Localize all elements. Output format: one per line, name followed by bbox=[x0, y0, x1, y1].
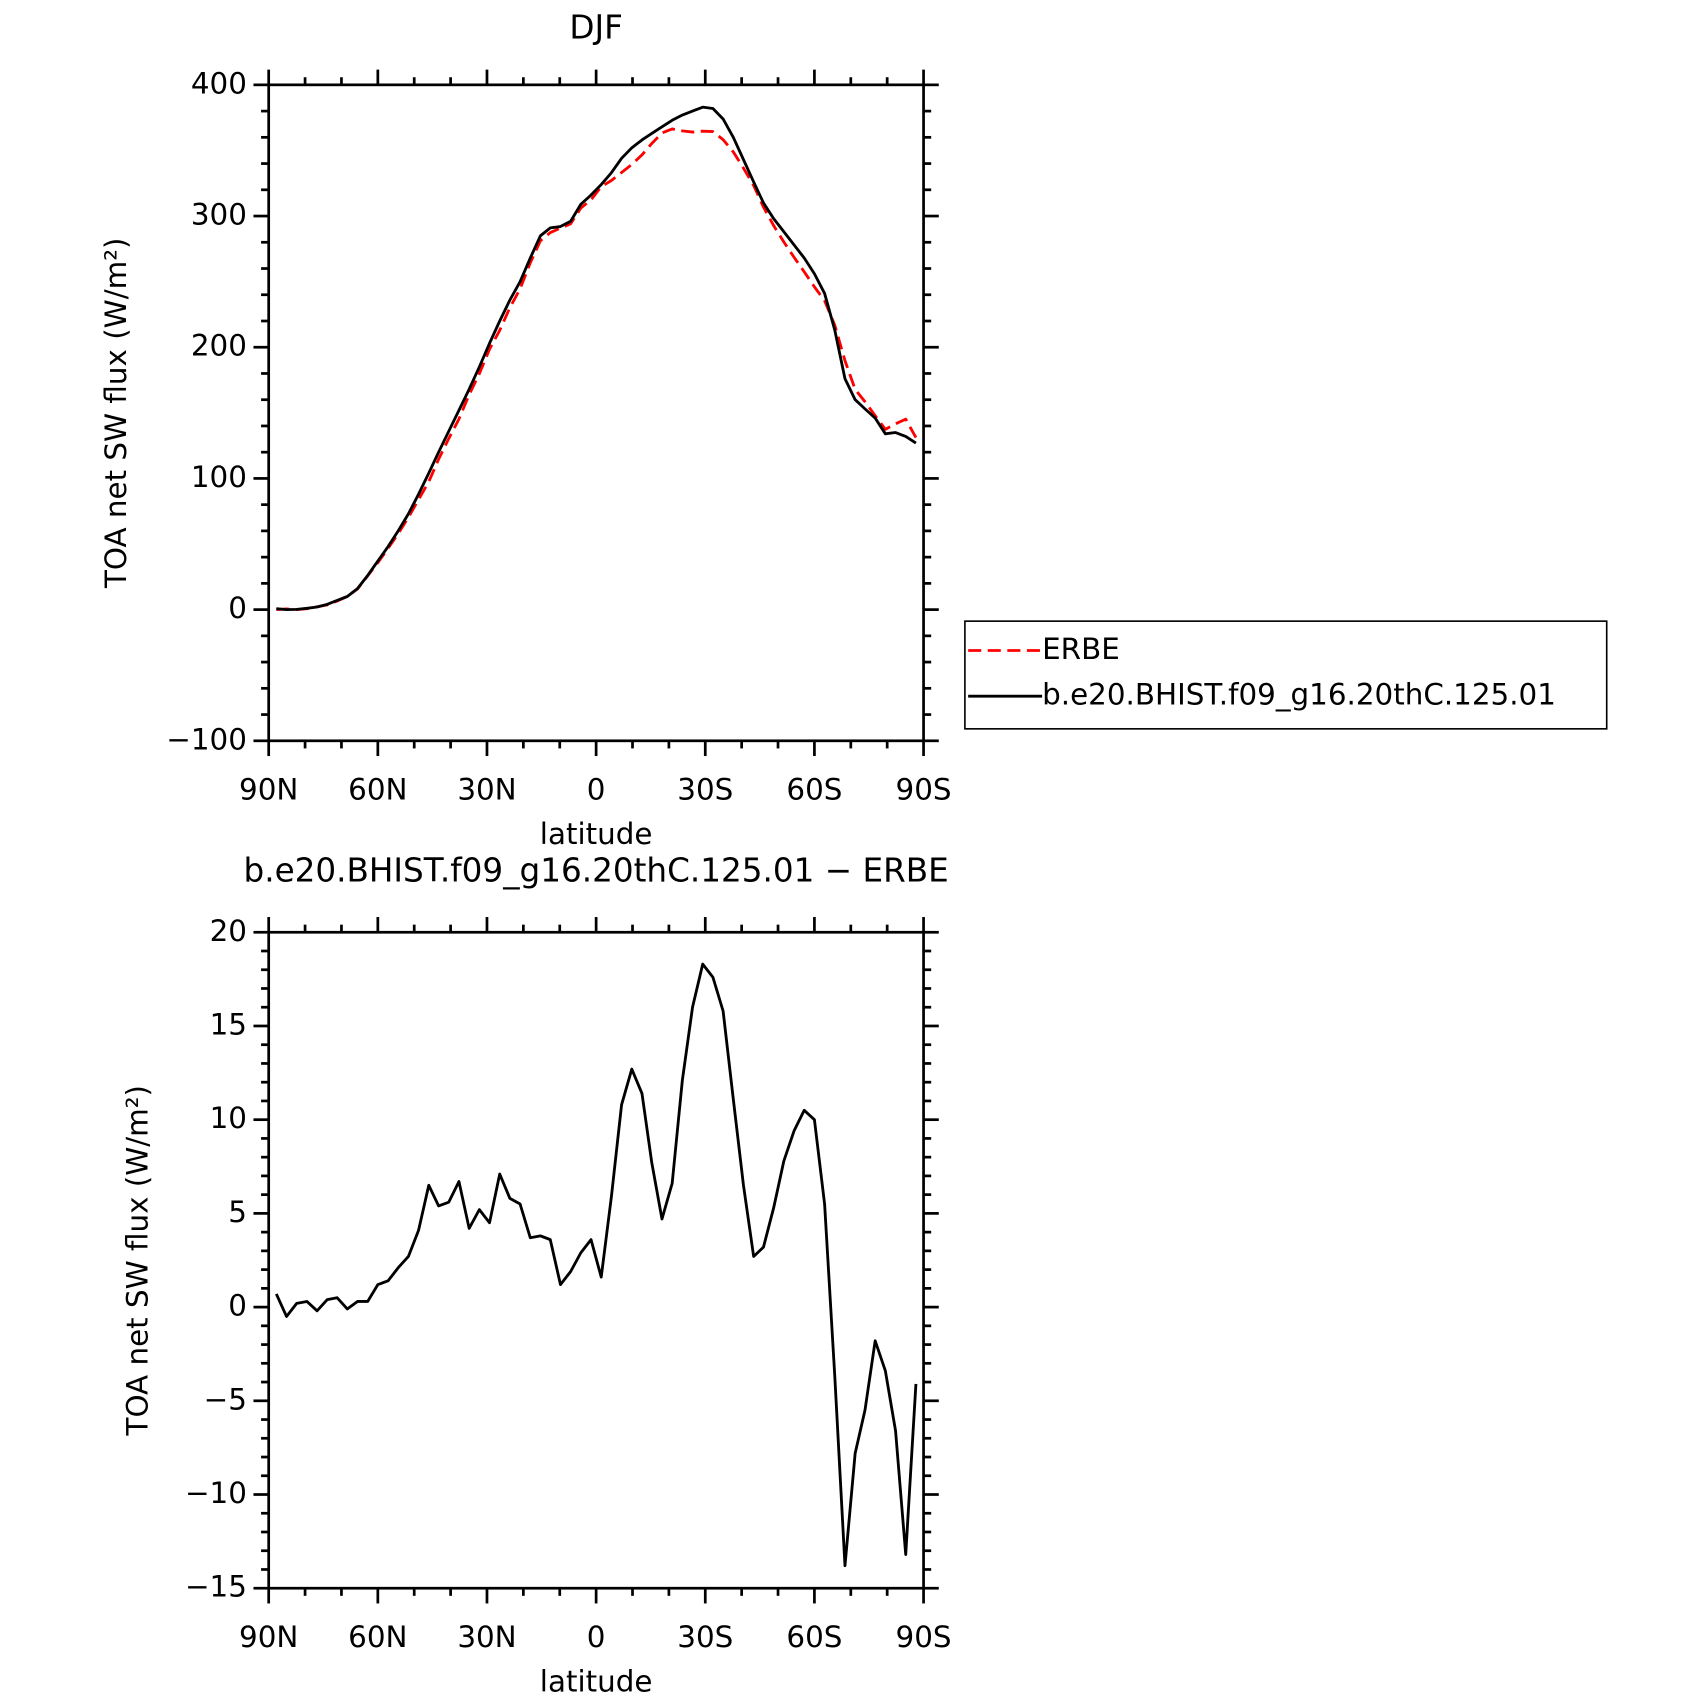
x-tick-label: 0 bbox=[587, 1620, 606, 1654]
y-tick-label: 15 bbox=[210, 1007, 247, 1041]
y-tick-label: 0 bbox=[228, 1289, 247, 1323]
y-tick-label: 400 bbox=[191, 66, 247, 100]
y-tick-label: 20 bbox=[210, 914, 247, 948]
y-tick-label: −15 bbox=[185, 1570, 247, 1604]
y-tick-label: 100 bbox=[191, 460, 247, 494]
data-line bbox=[276, 105, 917, 612]
x-tick-label: 60S bbox=[786, 1620, 842, 1654]
x-tick-label: 30N bbox=[457, 1620, 516, 1654]
y-tick-label: 200 bbox=[191, 329, 247, 363]
y-axis-label: TOA net SW flux (W/m²) bbox=[99, 238, 133, 589]
x-tick-label: 0 bbox=[587, 772, 606, 806]
x-tick-label: 60N bbox=[348, 772, 407, 806]
data-line bbox=[276, 127, 918, 612]
x-tick-label: 90N bbox=[239, 772, 298, 806]
chart-title: DJF bbox=[569, 8, 623, 46]
legend-label: b.e20.BHIST.f09_g16.20thC.125.01 bbox=[1042, 678, 1556, 712]
x-tick-label: 60N bbox=[348, 1620, 407, 1654]
x-tick-label: 30S bbox=[677, 1620, 733, 1654]
y-tick-label: −10 bbox=[185, 1476, 247, 1510]
y-tick-label: −5 bbox=[204, 1382, 247, 1416]
x-axis-label: latitude bbox=[540, 817, 653, 851]
y-tick-label: 300 bbox=[191, 198, 247, 232]
x-tick-label: 90S bbox=[896, 772, 952, 806]
y-tick-label: 5 bbox=[228, 1195, 247, 1229]
x-tick-label: 30S bbox=[677, 772, 733, 806]
chart-title: b.e20.BHIST.f09_g16.20thC.125.01 − ERBE bbox=[243, 851, 948, 889]
plot-frame bbox=[267, 83, 925, 743]
x-tick-label: 90S bbox=[896, 1620, 952, 1654]
x-axis-label: latitude bbox=[540, 1664, 653, 1697]
y-axis-label: TOA net SW flux (W/m²) bbox=[121, 1085, 155, 1436]
y-tick-label: 0 bbox=[228, 591, 247, 625]
data-line bbox=[275, 962, 918, 1568]
x-tick-label: 30N bbox=[457, 772, 516, 806]
x-tick-label: 60S bbox=[786, 772, 842, 806]
legend-label: ERBE bbox=[1042, 632, 1120, 666]
legend-box bbox=[964, 620, 1608, 730]
x-tick-label: 90N bbox=[239, 1620, 298, 1654]
y-tick-label: 10 bbox=[210, 1101, 247, 1135]
y-tick-label: −100 bbox=[166, 722, 247, 756]
